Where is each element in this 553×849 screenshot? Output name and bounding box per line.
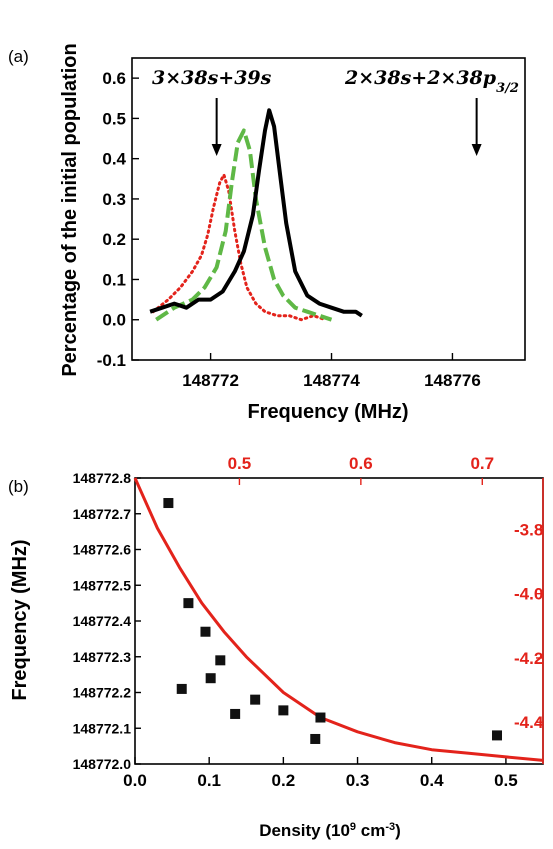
panel-b-curve (133, 477, 544, 762)
panel-a-xlabel: Frequency (MHz) (247, 401, 408, 423)
panel-a-series (149, 108, 363, 322)
panel-a-ytick-label: 0.2 (102, 230, 126, 249)
annotation-arrow-head (211, 144, 222, 156)
panel-b-top-tick-label: 0.7 (470, 454, 494, 473)
panel-a-annotations: 3×38s+39s 2×38s+2×38p3/2 (152, 67, 519, 156)
panel-b-right-tick-label: -3.8 (514, 520, 543, 539)
panel-b-data-point (230, 708, 241, 719)
panel-a-ytick-label: 0.0 (102, 311, 126, 330)
panel-b-ytick-label: 148772.1 (73, 720, 132, 736)
panel-a-xticks: 148772 148774 148776 (182, 353, 481, 390)
panel-a-ytick-label: 0.5 (102, 109, 126, 128)
panel-a-ytick-label: 0.1 (102, 270, 126, 289)
panel-a-label: (a) (8, 47, 29, 66)
panel-b-xtick-label: 0.2 (272, 771, 296, 790)
panel-b-xticks: 0.0 0.1 0.2 0.3 0.4 0.5 (123, 757, 518, 790)
panel-b-xtick-label: 0.0 (123, 771, 147, 790)
panel-b-ytick-label: 148772.7 (73, 506, 132, 522)
panel-b-ytick-label: 148772.3 (73, 649, 132, 665)
panel-a-series-dotted-line (151, 173, 327, 322)
panel-b-data-point (205, 673, 216, 684)
panel-b-xtick-label: 0.4 (420, 771, 444, 790)
panel-b-xtick-label: 0.3 (346, 771, 370, 790)
panel-a-series-solid-line (149, 108, 363, 318)
panel-a-xtick-label: 148776 (424, 371, 481, 390)
panel-b-right-ticks: -3.8 -4.0 -4.2 -4.4 (514, 520, 544, 732)
annotation-2x38s-2x38p: 2×38s+2×38p3/2 (344, 67, 519, 96)
panel-b-ytick-label: 148772.4 (73, 613, 132, 629)
panel-b-ytick-label: 148772.2 (73, 685, 132, 701)
panel-b-data-point (250, 694, 261, 705)
panel-b-data-point (176, 683, 187, 694)
panel-b-xtick-label: 0.1 (197, 771, 221, 790)
panel-b-yticks: 148772.0 148772.1 148772.2 148772.3 148772.4… (73, 470, 141, 772)
panel-b-data-point (492, 730, 503, 741)
panel-b-data-point (215, 655, 226, 666)
panel-a-ytick-label: 0.3 (102, 190, 126, 209)
panel-b-data-point (163, 498, 174, 509)
panel-a-yticks: -0.1 0.0 0.1 0.2 0.3 0.4 0.5 0.6 (97, 69, 139, 370)
panel-b-ytick-label: 148772.8 (73, 470, 132, 486)
panel-b-points (163, 498, 503, 744)
panel-b-frame (134, 477, 544, 765)
panel-b-top-tick-label: 0.5 (228, 454, 252, 473)
panel-a-ytick-label: -0.1 (97, 351, 126, 370)
panel-b-top-ticks: 0.5 0.6 0.7 (228, 454, 494, 485)
panel-b-data-point (183, 598, 194, 609)
panel-b-label: (b) (8, 477, 29, 496)
panel-b-top-tick-label: 0.6 (349, 454, 373, 473)
panel-b-data-point (278, 705, 289, 716)
panel-a-ytick-label: 0.6 (102, 69, 126, 88)
panel-a-ytick-label: 0.4 (102, 150, 126, 169)
panel-b-data-point (310, 733, 321, 744)
panel-b-xtick-label: 0.5 (494, 771, 518, 790)
annotation-3x38s-39s: 3×38s+39s (152, 67, 272, 89)
panel-b-right-tick-label: -4.0 (514, 585, 543, 604)
panel-a-xtick-label: 148772 (182, 371, 239, 390)
panel-a-ylabel: Percentage of the initial population (59, 43, 81, 376)
panel-b-xlabel: Density (109 cm-3) (259, 821, 401, 840)
panel-b-right-tick-label: -4.4 (514, 713, 544, 732)
panel-b-data-point (315, 712, 326, 723)
panel-b-data-point (200, 626, 211, 637)
panel-b-fit-curve (133, 477, 544, 762)
panel-b: (b) Frequency (MHz) Density (109 cm-3) 1… (8, 454, 544, 840)
panel-a-xtick-label: 148774 (303, 371, 360, 390)
panel-b-ytick-label: 148772.0 (73, 756, 132, 772)
panel-a-series-dashed-line (155, 128, 333, 322)
panel-b-ylabel: Frequency (MHz) (9, 539, 31, 700)
annotation-arrow-head (471, 144, 482, 156)
panel-a-frame (131, 57, 526, 361)
panel-a: (a) Percentage of the initial population… (8, 43, 526, 423)
panel-b-ytick-label: 148772.5 (73, 577, 132, 593)
panel-b-right-tick-label: -4.2 (514, 649, 543, 668)
panel-b-ytick-label: 148772.6 (73, 542, 132, 558)
